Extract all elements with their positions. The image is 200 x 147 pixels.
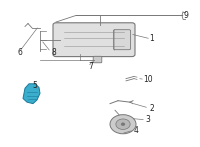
FancyBboxPatch shape bbox=[53, 23, 135, 57]
Text: 3: 3 bbox=[146, 115, 150, 124]
Circle shape bbox=[116, 119, 130, 130]
FancyBboxPatch shape bbox=[113, 30, 131, 50]
Circle shape bbox=[121, 123, 125, 126]
Text: 5: 5 bbox=[33, 81, 37, 90]
Text: 1: 1 bbox=[150, 34, 154, 44]
Text: 10: 10 bbox=[143, 75, 153, 84]
Text: 6: 6 bbox=[18, 48, 22, 57]
Polygon shape bbox=[23, 84, 40, 104]
FancyBboxPatch shape bbox=[93, 56, 102, 63]
Text: 9: 9 bbox=[184, 11, 188, 20]
Text: 7: 7 bbox=[89, 62, 93, 71]
Text: 2: 2 bbox=[150, 103, 154, 113]
Text: 8: 8 bbox=[52, 48, 56, 57]
Circle shape bbox=[110, 115, 136, 134]
Text: 4: 4 bbox=[134, 126, 138, 135]
